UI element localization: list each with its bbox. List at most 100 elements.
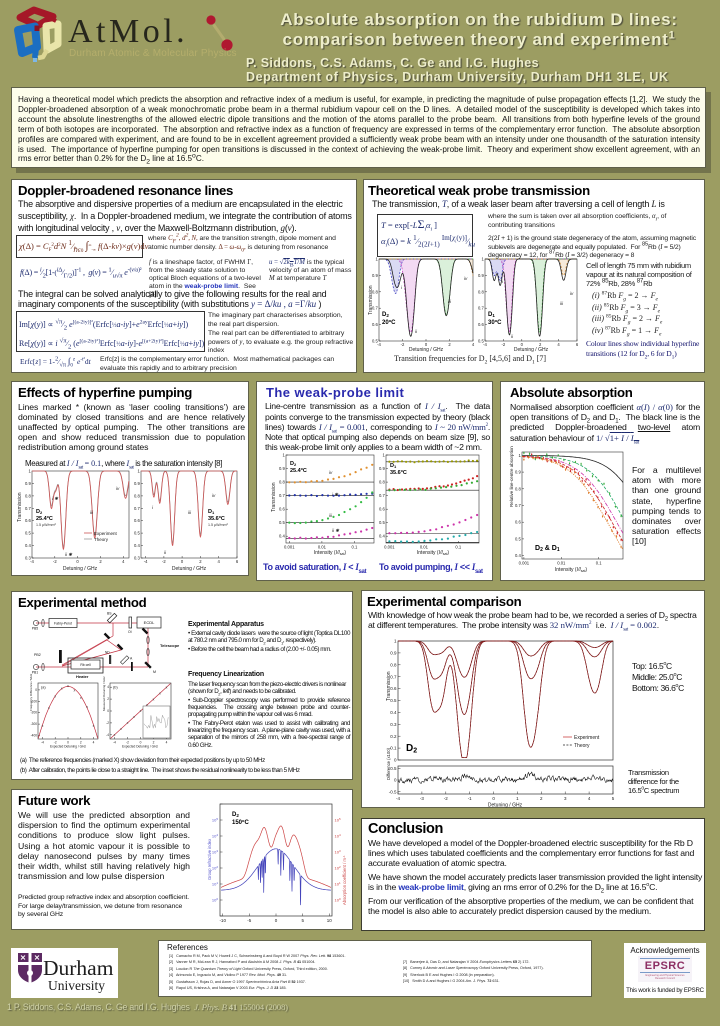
svg-text:M: M [153, 670, 156, 674]
svg-text:0.001: 0.001 [519, 561, 530, 566]
svg-text:-0.5: -0.5 [389, 789, 397, 794]
svg-text:0.4: 0.4 [379, 534, 385, 539]
svg-text:i ✱: i ✱ [52, 496, 59, 501]
svg-text:0.8: 0.8 [379, 480, 385, 485]
svg-text:1: 1 [137, 469, 140, 474]
svg-text:0.6: 0.6 [379, 507, 385, 512]
svg-text:6: 6 [576, 342, 579, 347]
svg-text:iv: iv [212, 493, 216, 498]
svg-text:D1: D1 [390, 463, 397, 469]
svg-text:D1: D1 [208, 509, 215, 515]
svg-text:Absorption coefficient / m-1: Absorption coefficient / m-1 [342, 855, 347, 905]
svg-text:0.4: 0.4 [134, 543, 140, 548]
svg-text:0: 0 [140, 741, 142, 745]
svg-text:0.6: 0.6 [515, 520, 521, 525]
svg-text:0.5: 0.5 [478, 339, 484, 344]
svg-text:0: 0 [394, 778, 397, 783]
svg-text:Measured Detuning / GHz: Measured Detuning / GHz [102, 676, 106, 711]
svg-text:0.5: 0.5 [372, 339, 378, 344]
svg-text:PB1: PB1 [32, 671, 39, 675]
svg-text:0.1: 0.1 [390, 746, 397, 751]
svg-text:1: 1 [394, 639, 397, 644]
svg-text:3: 3 [564, 796, 567, 801]
svg-text:0.6: 0.6 [372, 322, 378, 327]
svg-text:-2: -2 [401, 342, 405, 347]
svg-text:x: x [67, 684, 69, 688]
svg-text:150oC: 150oC [232, 818, 249, 826]
svg-text:105: 105 [335, 817, 341, 823]
svg-text:1: 1 [375, 257, 378, 262]
svg-text:0: 0 [492, 796, 495, 801]
svg-text:0: 0 [107, 709, 109, 713]
svg-text:0.4: 0.4 [279, 534, 285, 539]
svg-text:0.8: 0.8 [515, 486, 521, 491]
svg-text:4: 4 [122, 559, 125, 564]
svg-text:0.7: 0.7 [279, 493, 285, 498]
svg-text:(b): (b) [113, 686, 118, 690]
svg-text:-4: -4 [396, 796, 400, 801]
svg-text:0.8: 0.8 [279, 480, 285, 485]
svg-text:PB5: PB5 [32, 627, 39, 631]
svg-text:0.9: 0.9 [390, 651, 397, 656]
svg-text:0.4: 0.4 [390, 710, 397, 715]
svg-text:x: x [153, 697, 155, 701]
svg-text:2: 2 [540, 796, 543, 801]
svg-text:0.7: 0.7 [515, 503, 521, 508]
svg-text:-2: -2 [54, 741, 57, 745]
svg-text:0.8: 0.8 [478, 289, 484, 294]
svg-text:iv: iv [464, 276, 468, 281]
svg-text:Group refractive index: Group refractive index [207, 838, 212, 880]
svg-text:-2: -2 [126, 741, 129, 745]
svg-text:ND: ND [105, 651, 110, 655]
svg-text:5: 5 [301, 918, 304, 923]
svg-text:0.3: 0.3 [390, 722, 397, 727]
svg-text:ii: ii [415, 329, 418, 334]
svg-text:ii: ii [164, 550, 167, 555]
svg-text:1: 1 [481, 257, 484, 262]
svg-text:-300: -300 [31, 722, 38, 726]
svg-text:Intensity (I/Isat): Intensity (I/Isat) [417, 550, 450, 556]
svg-text:0.9: 0.9 [515, 470, 521, 475]
svg-text:x: x [42, 724, 44, 728]
svg-text:Rb cell: Rb cell [80, 663, 91, 667]
svg-text:0.9: 0.9 [279, 466, 285, 471]
svg-text:105: 105 [212, 817, 218, 823]
svg-text:2: 2 [199, 559, 202, 564]
svg-text:iv: iv [116, 486, 120, 491]
svg-text:0: 0 [425, 342, 428, 347]
svg-text:1: 1 [518, 453, 521, 458]
svg-text:x: x [114, 733, 116, 737]
svg-text:Detuning / GHz: Detuning / GHz [63, 566, 98, 572]
svg-text:0.5: 0.5 [390, 698, 397, 703]
svg-text:2: 2 [99, 559, 102, 564]
svg-text:x: x [54, 695, 56, 699]
svg-text:0: 0 [76, 559, 79, 564]
svg-text:25.4oC: 25.4oC [36, 515, 53, 522]
svg-text:D2: D2 [232, 812, 239, 818]
svg-text:D2: D2 [382, 312, 389, 318]
svg-text:0.5: 0.5 [390, 766, 397, 771]
svg-text:Fabry-Perot: Fabry-Perot [54, 622, 72, 626]
svg-text:A: A [130, 657, 133, 661]
svg-text:Expected Detuning / GHz: Expected Detuning / GHz [122, 745, 158, 749]
svg-text:1.5 μW/mm2: 1.5 μW/mm2 [36, 523, 56, 527]
svg-text:iii: iii [560, 301, 564, 306]
svg-text:-3: -3 [420, 796, 424, 801]
svg-text:x: x [140, 709, 142, 713]
svg-text:x: x [61, 687, 63, 691]
svg-text:100: 100 [335, 897, 341, 903]
svg-text:101: 101 [335, 881, 341, 887]
svg-text:-1: -1 [468, 796, 472, 801]
svg-text:1: 1 [382, 453, 385, 458]
svg-text:0.8: 0.8 [390, 662, 397, 667]
svg-text:-4: -4 [144, 559, 148, 564]
svg-text:0.001: 0.001 [384, 545, 395, 550]
svg-text:ii ✱: ii ✱ [65, 552, 73, 557]
svg-text:Intensity (I/Isat): Intensity (I/Isat) [555, 567, 588, 573]
svg-text:-200: -200 [31, 711, 38, 715]
svg-text:x: x [166, 685, 168, 689]
svg-text:0.4: 0.4 [25, 543, 31, 548]
svg-text:Difference (x100): Difference (x100) [386, 747, 391, 780]
svg-text:104: 104 [212, 833, 218, 839]
svg-text:Transmission: Transmission [386, 671, 392, 701]
